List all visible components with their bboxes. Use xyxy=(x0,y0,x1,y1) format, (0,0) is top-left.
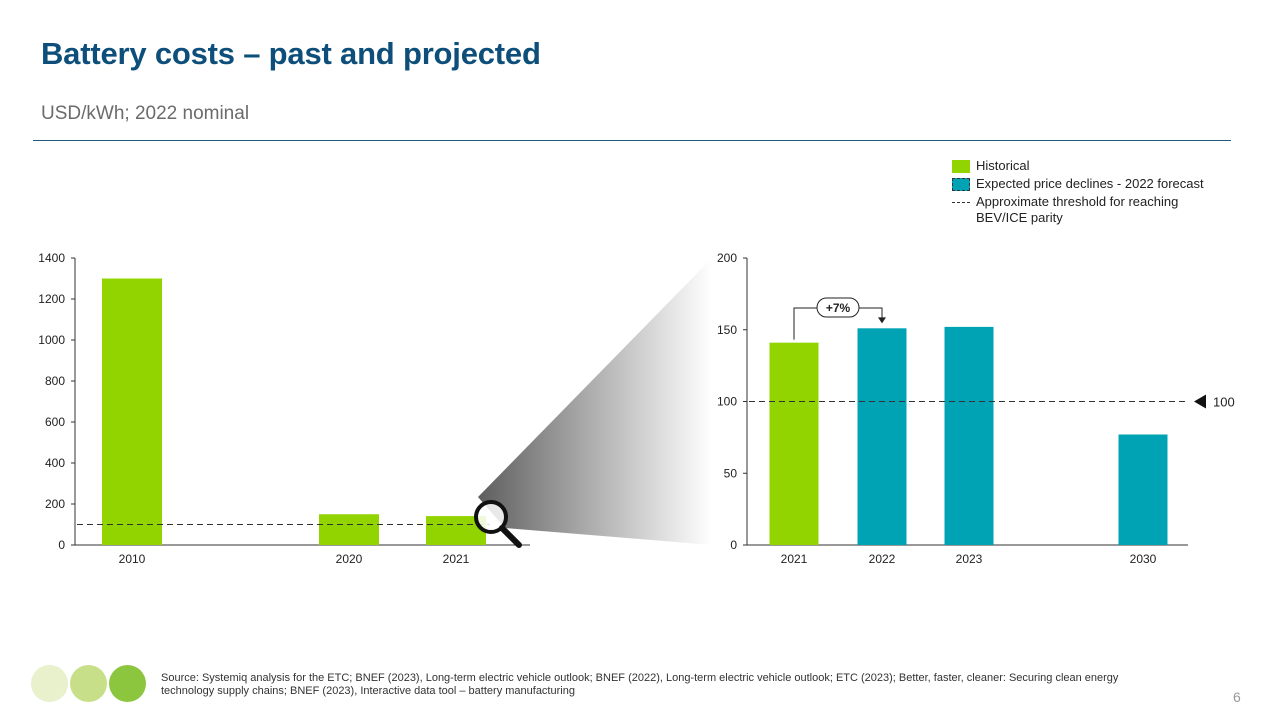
arrow-down-icon xyxy=(878,317,886,324)
y-tick-label: 0 xyxy=(730,538,737,552)
threshold-label: 100 xyxy=(1213,395,1235,410)
source-note: Source: Systemiq analysis for the ETC; B… xyxy=(161,672,1119,697)
magnifier-handle xyxy=(499,525,522,548)
legend-item-threshold: Approximate threshold for reaching BEV/I… xyxy=(952,194,1252,228)
x-tick-label: 2022 xyxy=(869,552,896,566)
bar-2023 xyxy=(944,326,994,545)
y-tick-label: 400 xyxy=(45,456,65,470)
x-tick-label: 2020 xyxy=(336,552,363,566)
y-tick-label: 1400 xyxy=(38,251,65,265)
x-tick-label: 2010 xyxy=(119,552,146,566)
bar-2020 xyxy=(319,514,379,545)
logo-circle-1 xyxy=(31,665,68,702)
y-tick-label: 0 xyxy=(58,538,65,552)
header-divider xyxy=(33,140,1231,141)
y-tick-label: 100 xyxy=(717,395,737,409)
magnifier-icon xyxy=(474,500,522,548)
legend-swatch-historical xyxy=(952,160,970,173)
growth-label: +7% xyxy=(826,301,851,315)
y-tick-label: 50 xyxy=(724,466,738,480)
page-title: Battery costs – past and projected xyxy=(41,36,541,71)
bar-2010 xyxy=(102,278,162,545)
legend-item-forecast: Expected price declines - 2022 forecast xyxy=(952,176,1252,194)
y-tick-label: 600 xyxy=(45,415,65,429)
x-tick-label: 2030 xyxy=(1130,552,1157,566)
legend-swatch-forecast xyxy=(952,178,970,191)
x-tick-label: 2023 xyxy=(956,552,983,566)
page-number: 6 xyxy=(1233,689,1241,705)
bar-chart-2: 0 50 100 150 200 2021 2022 2023 2030 100 +7% xyxy=(717,251,1235,566)
legend-item-historical: Historical xyxy=(952,158,1252,176)
y-tick-label: 1200 xyxy=(38,292,65,306)
bar-chart-1: 0 200 400 600 800 1000 1200 1400 2010 2020 2021 xyxy=(38,251,530,566)
legend-label-historical: Historical xyxy=(976,158,1030,173)
y-tick-label: 1000 xyxy=(38,333,65,347)
zoom-wedge xyxy=(478,258,712,545)
legend-label-threshold: Approximate threshold for reaching BEV/I… xyxy=(976,194,1179,225)
legend-dash-threshold xyxy=(952,202,970,203)
y-tick-label: 800 xyxy=(45,374,65,388)
bar-2030 xyxy=(1118,434,1168,545)
y-tick-label: 200 xyxy=(717,251,737,265)
y-tick-label: 200 xyxy=(45,497,65,511)
x-tick-label: 2021 xyxy=(443,552,470,566)
page-subtitle: USD/kWh; 2022 nominal xyxy=(41,103,250,124)
chart-legend: Historical Expected price declines - 202… xyxy=(952,158,1252,228)
threshold-marker-icon xyxy=(1194,394,1206,409)
logo-circle-2 xyxy=(70,665,107,702)
bar-2022 xyxy=(857,328,907,545)
growth-badge xyxy=(816,297,860,318)
y-tick-label: 150 xyxy=(717,323,737,337)
legend-label-forecast: Expected price declines - 2022 forecast xyxy=(976,176,1204,191)
bar-2021 xyxy=(769,342,819,545)
logo-circle-3 xyxy=(109,665,146,702)
magnifier-lens xyxy=(474,500,508,534)
x-tick-label: 2021 xyxy=(781,552,808,566)
